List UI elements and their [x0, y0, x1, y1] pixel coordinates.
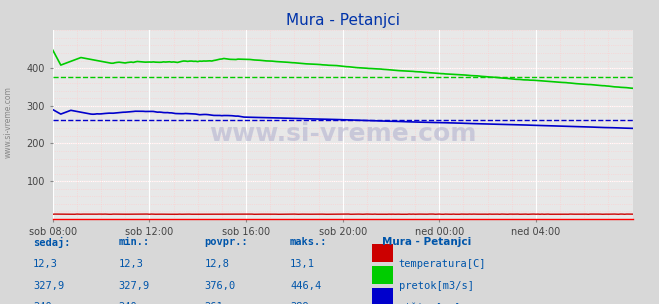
Text: maks.:: maks.: [290, 237, 328, 247]
Text: 12,3: 12,3 [33, 259, 58, 269]
Text: min.:: min.: [119, 237, 150, 247]
Text: 12,8: 12,8 [204, 259, 229, 269]
Text: 446,4: 446,4 [290, 281, 321, 291]
Text: 376,0: 376,0 [204, 281, 235, 291]
Text: 261: 261 [204, 302, 223, 304]
Text: 327,9: 327,9 [33, 281, 64, 291]
FancyBboxPatch shape [372, 266, 393, 284]
Text: 327,9: 327,9 [119, 281, 150, 291]
Text: pretok[m3/s]: pretok[m3/s] [399, 281, 474, 291]
FancyBboxPatch shape [372, 288, 393, 304]
Text: povpr.:: povpr.: [204, 237, 248, 247]
FancyBboxPatch shape [372, 244, 393, 262]
Text: višina[cm]: višina[cm] [399, 302, 461, 304]
Text: temperatura[C]: temperatura[C] [399, 259, 486, 269]
Text: sedaj:: sedaj: [33, 237, 71, 248]
Title: Mura - Petanjci: Mura - Petanjci [286, 13, 399, 28]
Text: 12,3: 12,3 [119, 259, 144, 269]
Text: 13,1: 13,1 [290, 259, 315, 269]
Text: www.si-vreme.com: www.si-vreme.com [3, 86, 13, 157]
Text: 240: 240 [119, 302, 137, 304]
Text: 240: 240 [33, 302, 51, 304]
Text: www.si-vreme.com: www.si-vreme.com [209, 122, 476, 146]
Text: Mura - Petanjci: Mura - Petanjci [382, 237, 471, 247]
Text: 289: 289 [290, 302, 308, 304]
